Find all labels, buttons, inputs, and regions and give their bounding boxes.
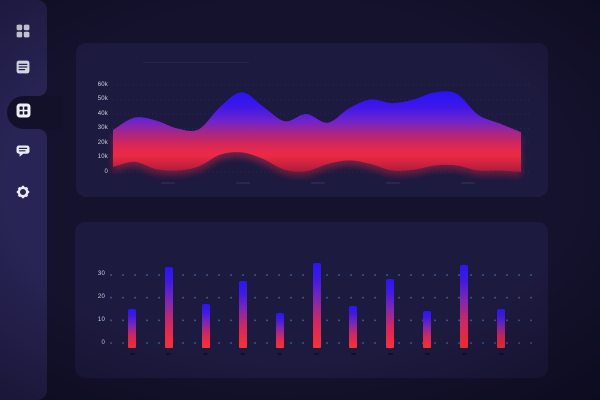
sidebar-item-settings[interactable] — [9, 179, 37, 207]
x-tick-mark — [311, 182, 325, 184]
y-tick-label: 0 — [101, 339, 105, 346]
x-tick-mark — [461, 182, 475, 184]
article-icon — [16, 60, 30, 77]
sidebar-item-dashboard[interactable] — [9, 98, 37, 126]
x-tick-mark — [461, 353, 467, 355]
x-tick-mark — [350, 353, 356, 355]
bar — [349, 306, 358, 348]
grid-dots — [110, 270, 540, 350]
active-indicator-fillet-top — [39, 88, 47, 96]
x-tick-mark — [240, 353, 246, 355]
chat-icon — [16, 144, 30, 161]
x-tick-mark — [424, 353, 430, 355]
x-tick-mark — [386, 182, 400, 184]
bar — [164, 267, 173, 348]
grid-icon — [16, 24, 30, 41]
bar — [312, 262, 321, 348]
bar — [386, 278, 395, 348]
bar — [423, 310, 432, 348]
x-tick-mark — [314, 353, 319, 355]
x-tick-mark — [498, 353, 504, 355]
x-tick-mark — [203, 353, 209, 355]
bar — [275, 313, 284, 348]
x-tick-mark — [129, 353, 135, 355]
x-tick-mark — [277, 353, 283, 355]
y-tick-label: 10 — [97, 316, 105, 323]
gear-icon — [16, 185, 30, 202]
x-tick-mark — [236, 182, 250, 184]
area-chart — [112, 84, 531, 177]
bar — [497, 308, 505, 348]
bar — [128, 308, 136, 348]
bar — [238, 280, 247, 348]
bar — [460, 264, 469, 348]
sidebar-item-apps[interactable] — [9, 18, 37, 46]
x-tick-mark — [161, 182, 175, 184]
x-tick-mark — [166, 353, 172, 355]
sidebar — [0, 0, 63, 400]
area-chart-card: 60k 50k 40k 30k 20k 10k 0 — [76, 43, 548, 197]
bar — [201, 303, 210, 348]
sidebar-item-reports[interactable] — [9, 54, 37, 82]
y-tick-label: 20 — [97, 293, 105, 300]
area-series-band — [113, 91, 521, 172]
dashboard-icon — [16, 103, 31, 121]
y-tick-label: 30 — [97, 270, 105, 277]
active-indicator-fillet-bottom — [39, 129, 47, 137]
x-tick-mark — [387, 353, 393, 355]
sidebar-item-messages[interactable] — [9, 138, 37, 166]
bar-chart-card: 30 20 10 0 — [75, 222, 548, 378]
